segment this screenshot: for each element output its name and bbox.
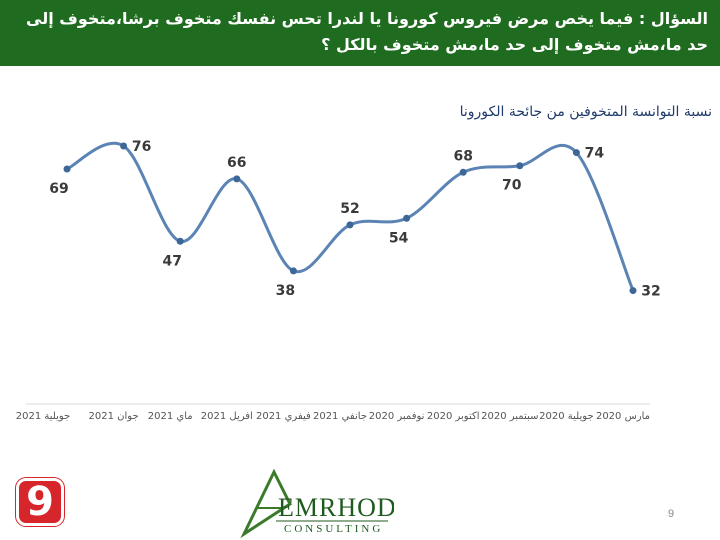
data-point bbox=[63, 165, 71, 173]
data-point bbox=[516, 162, 524, 170]
x-tick-label: سبتمبر 2020 bbox=[481, 411, 538, 422]
data-label: 47 bbox=[162, 253, 181, 269]
question-text: السؤال : فيما يخص مرض فيروس كورونا يا لن… bbox=[26, 9, 708, 54]
data-point bbox=[346, 221, 354, 229]
data-label: 52 bbox=[340, 201, 359, 217]
x-tick-label: ماي 2021 bbox=[148, 411, 193, 422]
x-tick-label: نوفمبر 2020 bbox=[369, 411, 425, 422]
data-label: 32 bbox=[641, 284, 660, 300]
emrhod-wordmark: EMRHOD bbox=[278, 493, 394, 522]
data-label: 38 bbox=[276, 283, 295, 299]
x-tick-label: افريل 2021 bbox=[201, 411, 253, 422]
data-label: 76 bbox=[132, 139, 151, 155]
data-label: 69 bbox=[49, 181, 68, 197]
data-point bbox=[629, 287, 637, 295]
data-point bbox=[120, 142, 128, 150]
x-tick-label: جويلية 2021 bbox=[16, 411, 70, 422]
data-label: 66 bbox=[227, 155, 246, 171]
x-tick-label: جوان 2021 bbox=[89, 411, 139, 422]
data-label: 68 bbox=[453, 148, 472, 164]
x-tick-label: فيفري 2021 bbox=[256, 411, 311, 422]
x-tick-label: اكتوبر 2020 bbox=[427, 411, 480, 422]
tv-channel-logo: 9 bbox=[16, 478, 64, 526]
data-point bbox=[459, 168, 467, 176]
data-point bbox=[572, 149, 580, 157]
data-point bbox=[233, 175, 241, 183]
x-tick-label: مارس 2020 bbox=[596, 411, 650, 422]
data-point bbox=[176, 237, 184, 245]
question-header: السؤال : فيما يخص مرض فيروس كورونا يا لن… bbox=[0, 0, 720, 66]
data-label: 74 bbox=[585, 146, 605, 162]
page-number: 9 bbox=[668, 508, 675, 520]
emrhod-logo: EMRHOD CONSULTING bbox=[236, 464, 394, 538]
emrhod-sub: CONSULTING bbox=[284, 523, 383, 535]
data-point bbox=[289, 267, 297, 275]
data-label: 70 bbox=[502, 178, 522, 194]
series-line bbox=[66, 141, 635, 292]
chart-title: نسبة التوانسة المتخوفين من جائحة الكورون… bbox=[459, 104, 712, 120]
data-label: 54 bbox=[389, 230, 409, 246]
data-point bbox=[403, 214, 411, 222]
x-tick-label: جانفي 2021 bbox=[313, 411, 367, 422]
x-tick-label: جويلية 2020 bbox=[539, 411, 593, 422]
